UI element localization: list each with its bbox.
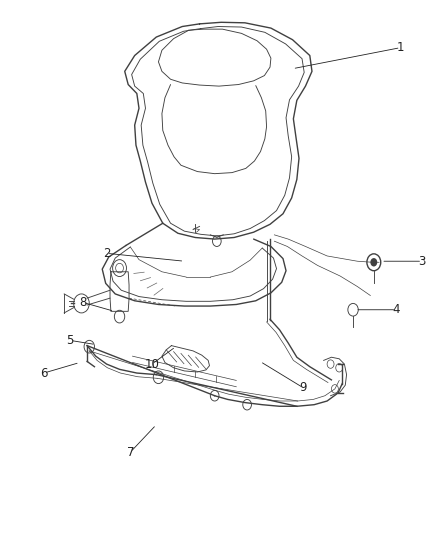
Circle shape (371, 258, 377, 266)
Text: 3: 3 (419, 255, 426, 268)
Text: 7: 7 (127, 446, 134, 459)
Text: 2: 2 (103, 247, 110, 260)
Text: 5: 5 (66, 334, 74, 347)
Text: 9: 9 (300, 381, 307, 394)
Text: 4: 4 (392, 303, 400, 316)
Text: 6: 6 (40, 367, 48, 379)
Text: 1: 1 (397, 41, 404, 54)
Text: 10: 10 (145, 358, 159, 370)
Text: 8: 8 (79, 296, 86, 309)
